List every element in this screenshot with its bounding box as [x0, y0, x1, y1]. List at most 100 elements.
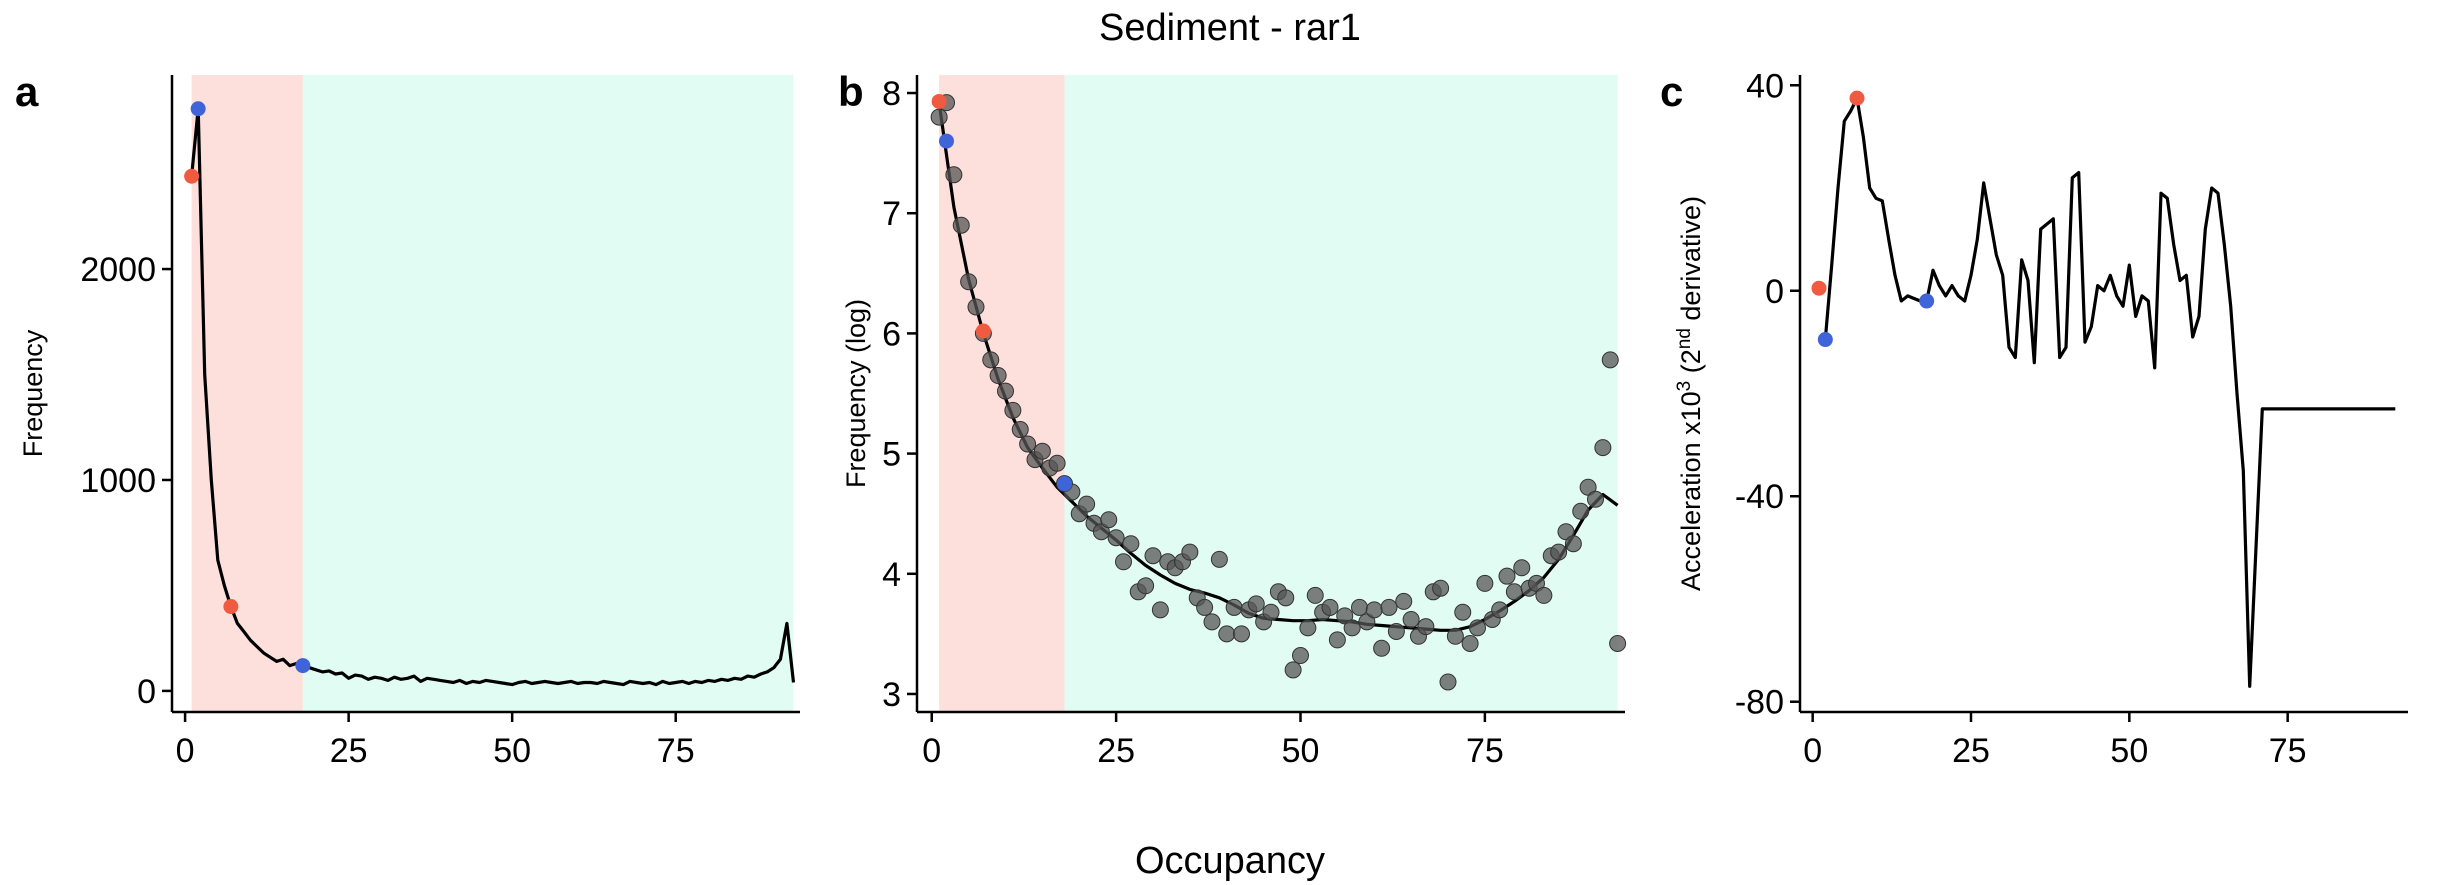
scatter-point	[1417, 618, 1435, 636]
scatter-point	[1144, 547, 1162, 565]
x-tick-label: 50	[1282, 732, 1320, 770]
scatter-point	[1011, 421, 1029, 439]
scatter-point	[1284, 661, 1302, 679]
shaded-region-left	[191, 75, 303, 712]
scatter-point	[1343, 619, 1361, 637]
scatter-point	[1100, 511, 1118, 529]
scatter-point	[1498, 567, 1516, 585]
scatter-point	[1115, 553, 1132, 571]
scatter-point	[1380, 598, 1398, 616]
scatter-point	[1262, 603, 1280, 621]
scatter-point	[1373, 639, 1391, 657]
series-line	[190, 107, 796, 687]
y-axis-label-part: (2	[1676, 349, 1706, 381]
scatter-point	[1587, 490, 1604, 508]
scatter-point	[1535, 586, 1553, 604]
scatter-point	[1151, 601, 1169, 619]
panel-a: 0 25 50 75 0 1000 2000 a Frequency	[15, 68, 800, 770]
scatter-point	[930, 108, 948, 126]
scatter-point	[1181, 543, 1199, 561]
scatter-point	[1454, 603, 1472, 621]
scatter-point	[1609, 634, 1627, 652]
y-tick-label: 3	[882, 676, 901, 714]
x-tick-label: 75	[1466, 732, 1504, 770]
x-tick-label: 0	[1803, 732, 1822, 770]
scatter-point	[1476, 574, 1494, 592]
x-tick-label: 0	[922, 732, 941, 770]
panel-letter: a	[15, 68, 39, 115]
y-tick-label: 5	[882, 436, 901, 474]
y-tick-label: 0	[1765, 273, 1784, 311]
panel-c: 0 25 50 75 40 0 -40 -80 c Acceleration x103 (2nd …	[1660, 67, 2408, 770]
figure-title: Sediment - rar1	[1099, 7, 1361, 49]
x-tick-label: 25	[330, 732, 368, 770]
y-tick-label: 7	[882, 195, 901, 233]
x-tick-label: 0	[176, 732, 195, 770]
panel-letter: c	[1660, 68, 1683, 115]
scatter-point	[1210, 550, 1228, 568]
blue-marker-point	[1817, 332, 1833, 348]
scatter-point	[1594, 439, 1612, 457]
scatter-point	[1395, 592, 1413, 610]
scatter-point	[1572, 502, 1590, 520]
scatter-point	[1196, 598, 1214, 616]
scatter-point	[1048, 454, 1066, 472]
y-axis-label: Acceleration x103 (2nd derivative)	[1674, 196, 1707, 591]
red-marker-point	[184, 168, 200, 184]
y-tick-label: 8	[882, 75, 901, 113]
scatter-point	[1107, 529, 1125, 547]
scatter-point	[1137, 577, 1155, 595]
scatter-point	[997, 382, 1014, 400]
scatter-point	[989, 366, 1007, 384]
scatter-point	[1505, 583, 1523, 601]
blue-marker-point	[939, 133, 954, 149]
red-marker-point	[1811, 280, 1827, 296]
red-marker-point	[975, 323, 991, 339]
scatter-point	[1306, 586, 1324, 604]
scatter-point	[1446, 627, 1464, 645]
scatter-point	[1550, 543, 1568, 561]
y-tick-label: 40	[1746, 67, 1784, 105]
red-marker-point	[1849, 90, 1865, 106]
y-tick-label: 2000	[80, 251, 156, 289]
shaded-region-right	[302, 75, 794, 712]
red-marker-point	[931, 93, 947, 109]
scatter-point	[1564, 535, 1582, 553]
scatter-point	[1299, 619, 1317, 637]
y-tick-label: 0	[137, 673, 156, 711]
y-axis-label: Frequency (log)	[841, 299, 871, 488]
scatter-point	[1513, 559, 1531, 577]
x-tick-label: 75	[2269, 732, 2307, 770]
y-axis-label-part: derivative)	[1676, 196, 1706, 328]
scatter-point	[1019, 435, 1037, 453]
scatter-point	[1078, 495, 1096, 513]
scatter-point	[952, 216, 970, 234]
y-axis-label: Frequency	[18, 329, 48, 457]
scatter-point	[1292, 647, 1309, 665]
scatter-point	[1461, 634, 1479, 652]
scatter-point	[960, 273, 978, 291]
scatter-point	[1601, 351, 1619, 369]
panel-letter: b	[838, 68, 864, 115]
red-marker-point	[223, 599, 239, 615]
blue-marker-point	[190, 101, 206, 117]
y-tick-label: 4	[882, 556, 901, 594]
y-tick-label: -80	[1735, 684, 1784, 722]
scatter-point	[1351, 598, 1368, 616]
scatter-point	[1247, 595, 1265, 613]
scatter-point	[1203, 613, 1221, 631]
scatter-point	[1328, 631, 1346, 649]
y-tick-label: 1000	[80, 462, 156, 500]
scatter-point	[1439, 673, 1457, 691]
scatter-point	[1004, 401, 1022, 419]
x-tick-label: 50	[2110, 732, 2148, 770]
scatter-point	[982, 351, 1000, 369]
scatter-point	[1122, 535, 1140, 553]
scatter-point	[945, 166, 963, 184]
panel-b: 0 25 50 75 3 4 5 6 7 8b Frequency (log)	[838, 68, 1627, 770]
blue-marker-point	[1057, 476, 1072, 492]
shared-x-axis-label: Occupancy	[1135, 840, 1325, 882]
scatter-point	[1218, 625, 1236, 643]
series-line	[1823, 96, 2396, 688]
